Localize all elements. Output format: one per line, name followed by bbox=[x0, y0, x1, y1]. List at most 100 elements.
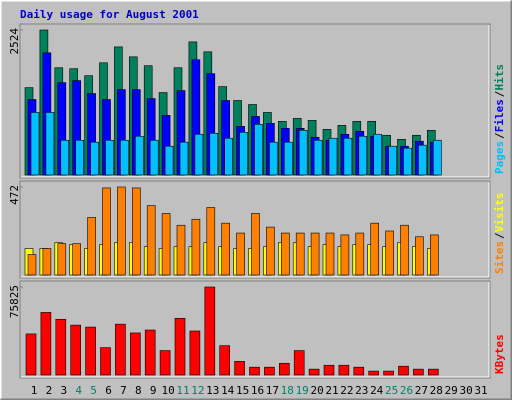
bar bbox=[328, 137, 338, 176]
bar bbox=[189, 330, 201, 376]
bar bbox=[102, 187, 111, 276]
y-max-label: 2524 bbox=[8, 28, 21, 55]
x-tick-label: 1 bbox=[31, 384, 38, 397]
x-tick-label: 14 bbox=[221, 384, 235, 397]
x-tick-label: 25 bbox=[385, 384, 398, 397]
x-tick-label: 11 bbox=[176, 384, 189, 397]
bar bbox=[283, 141, 293, 176]
bar bbox=[338, 364, 350, 376]
bar bbox=[254, 124, 263, 176]
x-tick-label: 16 bbox=[251, 384, 264, 397]
bar bbox=[432, 139, 442, 176]
bar bbox=[358, 135, 368, 176]
x-tick-label: 9 bbox=[150, 384, 157, 397]
bar bbox=[234, 361, 245, 376]
bar bbox=[298, 130, 308, 176]
bar bbox=[280, 232, 290, 276]
bar bbox=[45, 112, 55, 176]
bar bbox=[388, 145, 397, 176]
x-tick-label: 27 bbox=[415, 384, 428, 397]
bar bbox=[295, 232, 305, 276]
bar bbox=[236, 232, 245, 276]
bar bbox=[179, 141, 189, 176]
bar bbox=[100, 347, 111, 376]
bar bbox=[313, 139, 323, 176]
x-tick-label: 23 bbox=[355, 384, 368, 397]
y-max-label: 75825 bbox=[8, 285, 21, 318]
x-tick-label: 18 bbox=[281, 384, 294, 397]
bar bbox=[149, 139, 159, 176]
bar bbox=[308, 368, 320, 376]
legend-entry: KBytes bbox=[493, 334, 506, 374]
bar bbox=[25, 333, 37, 376]
bar bbox=[164, 145, 174, 176]
bar bbox=[159, 350, 171, 376]
x-tick-label: 22 bbox=[340, 384, 353, 397]
chart-title: Daily usage for August 2001 bbox=[20, 8, 199, 21]
x-tick-label: 5 bbox=[90, 384, 97, 397]
x-tick-label: 31 bbox=[474, 384, 487, 397]
legend-entry: Visits bbox=[493, 193, 506, 233]
bar bbox=[249, 366, 260, 376]
bar bbox=[85, 326, 96, 376]
bar bbox=[105, 139, 114, 176]
legend: KBytes bbox=[493, 334, 506, 374]
x-tick-label: 19 bbox=[296, 384, 309, 397]
y-max-label: 472 bbox=[8, 185, 21, 205]
bar bbox=[264, 366, 275, 376]
bar bbox=[373, 133, 383, 176]
bar bbox=[383, 370, 394, 376]
bar bbox=[206, 207, 216, 276]
bar bbox=[219, 345, 230, 376]
x-tick-label: 26 bbox=[400, 384, 413, 397]
x-tick-label: 28 bbox=[430, 384, 443, 397]
legend-entry: Sites bbox=[493, 241, 506, 274]
bar bbox=[40, 312, 52, 376]
bar bbox=[239, 132, 248, 176]
bar bbox=[340, 234, 350, 276]
bar bbox=[57, 243, 67, 276]
x-tick-label: 30 bbox=[459, 384, 472, 397]
legend-entry: Pages bbox=[493, 141, 506, 174]
bar bbox=[30, 112, 40, 176]
bar bbox=[70, 324, 81, 376]
x-tick-label: 21 bbox=[325, 384, 338, 397]
bar bbox=[355, 232, 365, 276]
bar bbox=[144, 329, 156, 376]
bar bbox=[115, 323, 126, 376]
bar bbox=[323, 364, 335, 376]
bar bbox=[310, 232, 320, 276]
x-tick-label: 8 bbox=[135, 384, 142, 397]
bar bbox=[427, 368, 439, 376]
panel bbox=[19, 280, 491, 379]
bar bbox=[278, 362, 290, 376]
x-tick-label: 2 bbox=[46, 384, 53, 397]
bar bbox=[398, 365, 409, 376]
panel-bevel bbox=[21, 282, 490, 378]
bar bbox=[413, 368, 424, 376]
x-tick-label: 12 bbox=[191, 384, 204, 397]
bar bbox=[194, 133, 204, 176]
bar bbox=[251, 213, 260, 276]
bar bbox=[75, 139, 84, 176]
bar bbox=[176, 224, 186, 276]
bar bbox=[132, 187, 141, 276]
bar bbox=[209, 132, 219, 176]
bar bbox=[266, 226, 275, 276]
bar bbox=[90, 141, 99, 176]
legend-separator: / bbox=[493, 132, 506, 139]
bar bbox=[418, 144, 427, 176]
legend-separator: / bbox=[493, 91, 506, 98]
legend: Pages/Files/Hits bbox=[493, 64, 506, 174]
x-tick-label: 13 bbox=[206, 384, 219, 397]
x-tick-label: 7 bbox=[120, 384, 127, 397]
x-tick-label: 17 bbox=[266, 384, 279, 397]
bar bbox=[400, 224, 409, 276]
x-tick-label: 6 bbox=[105, 384, 112, 397]
panel-bevel bbox=[21, 182, 490, 278]
bar bbox=[120, 139, 129, 176]
bar bbox=[130, 332, 141, 376]
